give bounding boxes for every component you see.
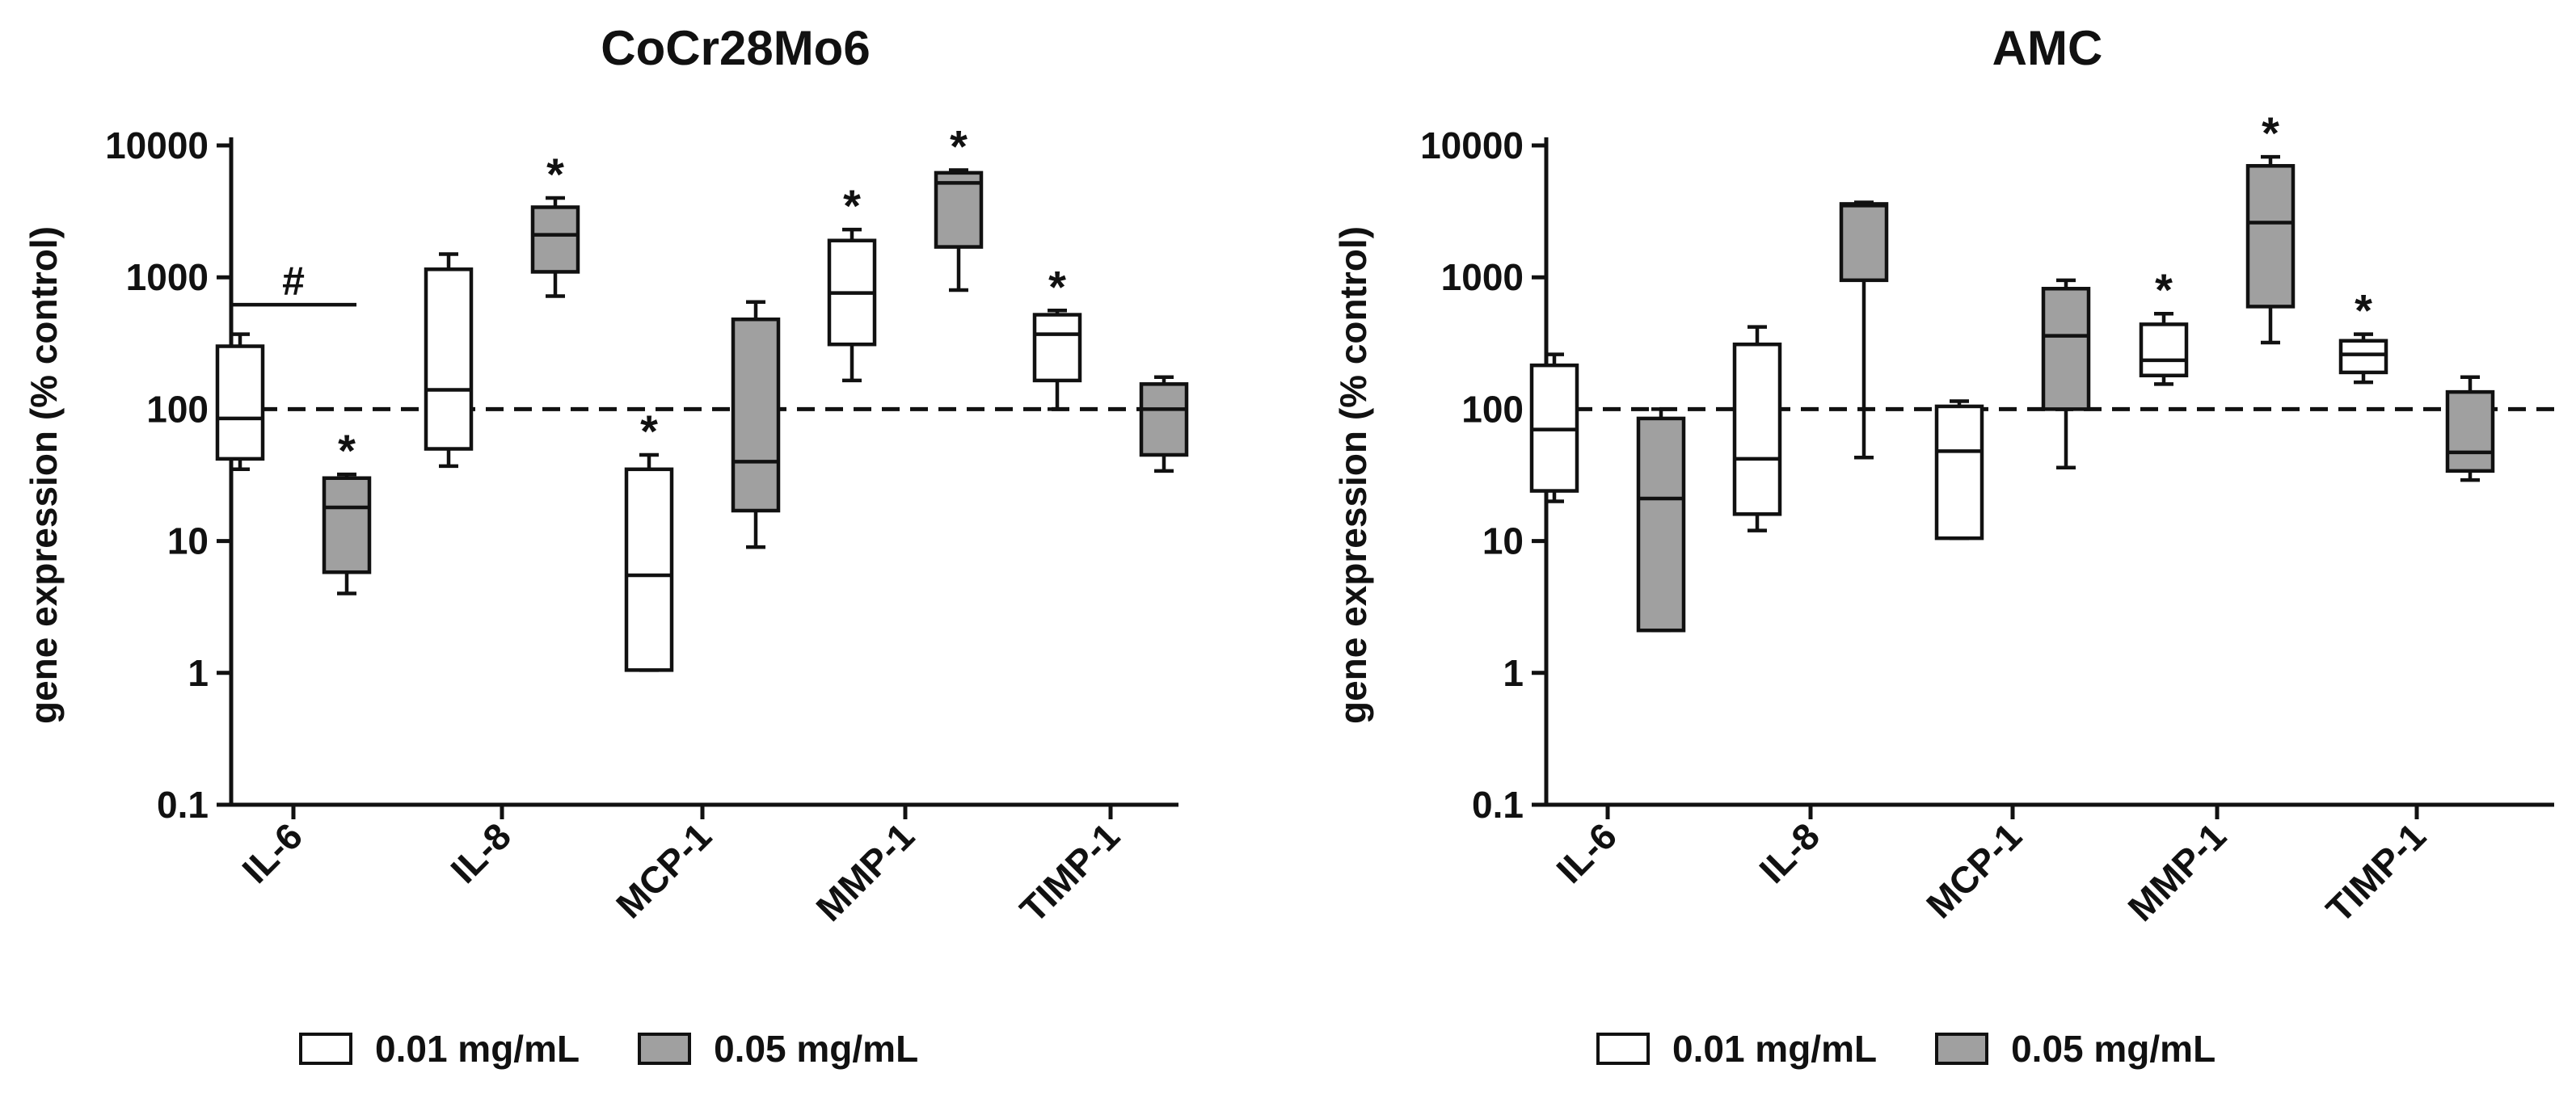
significance-mark: * (950, 121, 968, 172)
legend-label-series1: 0.01 mg/mL (1672, 1028, 1878, 1070)
box-series1-mmp-1: * (827, 180, 877, 383)
chart-panel-1: CoCr28Mo6 gene expression (% control) 0.1 1… (23, 21, 1189, 931)
box-iqr (1636, 416, 1686, 633)
box-series1-mcp-1: * (624, 406, 674, 672)
box-series1-il-6 (1529, 352, 1579, 503)
x-tick-label: TIMP-1 (1012, 814, 1128, 930)
x-tick-label: MCP-1 (608, 814, 719, 926)
annotation-mark: # (282, 259, 305, 304)
box-series2-timp-1 (2445, 375, 2495, 482)
significance-mark: * (640, 406, 658, 457)
box-iqr (1032, 313, 1082, 383)
legend-swatch-gray (1935, 1033, 1989, 1065)
significance-mark: * (2262, 107, 2279, 158)
legend-right: 0.01 mg/mL 0.05 mg/mL (1596, 1016, 2274, 1081)
box-iqr (934, 170, 984, 249)
x-tick-label: MMP-1 (807, 814, 922, 929)
y-tick-label: 0.1 (1472, 784, 1524, 826)
legend-label-series2: 0.05 mg/mL (714, 1028, 919, 1070)
chart-title: CoCr28Mo6 (601, 21, 870, 75)
box-series2-timp-1 (1139, 375, 1189, 473)
legend-item-series1: 0.01 mg/mL (1596, 1027, 1877, 1071)
box-iqr (2445, 389, 2495, 473)
y-tick-label: 1 (188, 652, 209, 694)
y-tick-label: 10 (167, 520, 209, 562)
box-series1-il-6 (215, 332, 265, 472)
box-series2-mcp-1 (2041, 278, 2091, 470)
box-series2-il-6 (1636, 407, 1686, 633)
x-tick-label: IL-6 (1548, 814, 1625, 891)
legend-item-series1: 0.01 mg/mL (299, 1027, 580, 1071)
x-tick-label: IL-8 (1751, 814, 1828, 891)
box-series2-mmp-1: * (2245, 107, 2296, 345)
y-axis-label: gene expression (% control) (23, 226, 65, 724)
box-iqr (2041, 287, 2091, 411)
box-series2-il-8 (1839, 200, 1889, 460)
box-series2-il-6: * (322, 425, 372, 595)
y-tick-label: 10000 (105, 124, 209, 166)
box-iqr (1139, 382, 1189, 457)
box-series2-mmp-1: * (934, 121, 984, 292)
y-tick-label: 1000 (1441, 256, 1524, 298)
box-series2-mcp-1 (731, 300, 781, 549)
y-tick-label: 10000 (1420, 124, 1524, 166)
y-tick-label: 10 (1482, 520, 1524, 562)
y-tick-label: 100 (1461, 388, 1524, 430)
y-axis-label: gene expression (% control) (1332, 226, 1374, 724)
box-series1-il-8 (1732, 325, 1782, 532)
box-iqr (530, 205, 580, 274)
box-iqr (424, 267, 474, 451)
y-tick-label: 1000 (126, 256, 209, 298)
box-iqr (1732, 342, 1782, 516)
box-iqr (2139, 322, 2189, 377)
legend-swatch-white (299, 1033, 352, 1065)
box-series2-il-8: * (530, 149, 580, 298)
legend-swatch-gray (638, 1033, 692, 1065)
box-iqr (731, 317, 781, 513)
box-iqr (1934, 404, 1984, 541)
y-tick-label: 100 (146, 388, 209, 430)
box-series1-mcp-1 (1934, 399, 1984, 541)
x-tick-label: IL-6 (234, 814, 310, 891)
legend-item-series2: 0.05 mg/mL (1935, 1027, 2216, 1071)
significance-mark: * (1048, 261, 1066, 312)
legend-left: 0.01 mg/mL 0.05 mg/mL (299, 1016, 976, 1081)
significance-mark: * (338, 425, 356, 476)
significance-mark: * (2355, 285, 2372, 336)
box-iqr (322, 476, 372, 574)
box-iqr (1839, 202, 1889, 283)
chart-panel-2: AMC gene expression (% control) 0.1 1 10 100 1… (1332, 21, 2554, 931)
x-tick-label: IL-8 (442, 814, 519, 891)
box-series1-timp-1: * (1032, 261, 1082, 411)
box-iqr (215, 344, 265, 461)
y-tick-label: 0.1 (157, 784, 209, 826)
box-iqr (2245, 164, 2296, 309)
box-iqr (624, 467, 674, 672)
legend-item-series2: 0.05 mg/mL (638, 1027, 918, 1071)
x-tick-label: TIMP-1 (2318, 814, 2434, 930)
legend-label-series1: 0.01 mg/mL (375, 1028, 580, 1070)
significance-mark: * (843, 180, 861, 231)
x-tick-label: MCP-1 (1918, 814, 2030, 926)
significance-mark: * (2155, 264, 2173, 315)
legend-swatch-white (1596, 1033, 1650, 1065)
box-series1-il-8 (424, 252, 474, 469)
x-tick-label: MMP-1 (2119, 814, 2234, 929)
box-series1-mmp-1: * (2139, 264, 2189, 386)
box-series1-timp-1: * (2338, 285, 2388, 385)
y-tick-label: 1 (1503, 652, 1524, 694)
chart-title: AMC (1992, 21, 2103, 75)
significance-mark: * (546, 149, 564, 200)
box-iqr (2338, 339, 2388, 375)
legend-label-series2: 0.05 mg/mL (2011, 1028, 2216, 1070)
